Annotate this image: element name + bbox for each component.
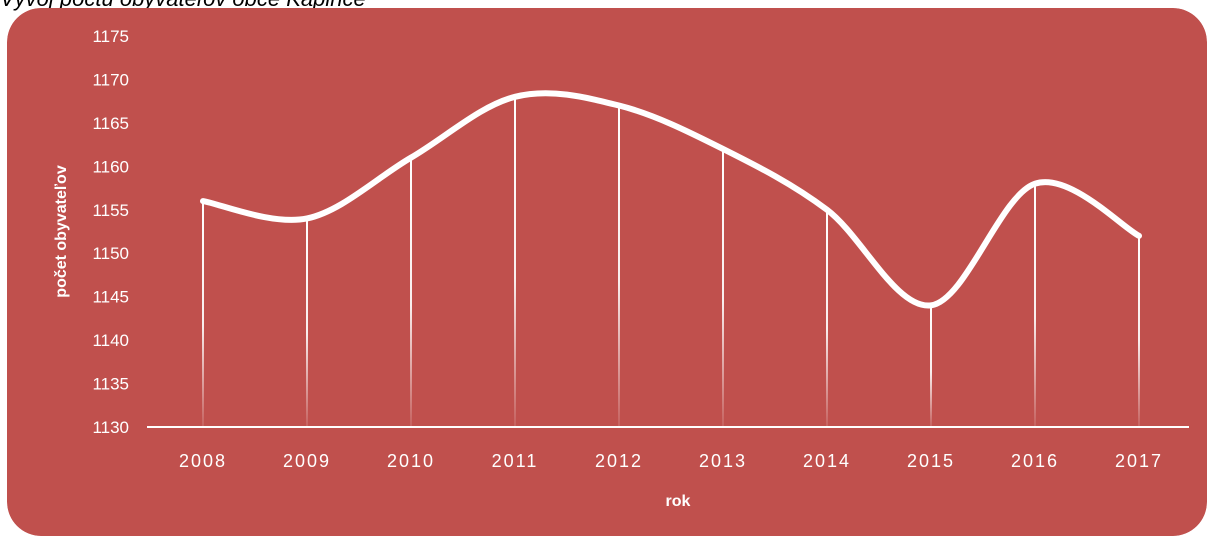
- y-tick-label: 1130: [92, 418, 129, 437]
- drop-line: [1138, 235, 1140, 427]
- y-axis-label: počet obyvateľov: [53, 165, 70, 298]
- line-chart: 1130 1135 1140 1145 1150 1155 1160 1165 1170 1175…: [7, 8, 1207, 536]
- x-tick-label: 2016: [1011, 451, 1059, 471]
- drop-line: [306, 218, 308, 427]
- drop-line: [202, 201, 204, 427]
- y-tick-label: 1175: [92, 27, 129, 46]
- chart-card: 1130 1135 1140 1145 1150 1155 1160 1165 1170 1175…: [7, 8, 1207, 536]
- x-tick-label: 2009: [283, 451, 331, 471]
- drop-line: [514, 96, 516, 428]
- drop-line: [930, 305, 932, 427]
- y-axis-tick-labels: 1130 1135 1140 1145 1150 1155 1160 1165 1170 1175: [92, 27, 129, 437]
- x-tick-label: 2017: [1115, 451, 1163, 471]
- drop-line: [410, 157, 412, 427]
- page-title: Vývoj počtu obyvateľov obce Kapince: [0, 0, 366, 12]
- x-tick-label: 2012: [595, 451, 643, 471]
- y-tick-label: 1140: [92, 331, 129, 350]
- y-tick-label: 1155: [92, 201, 129, 220]
- x-tick-label: 2014: [803, 451, 851, 471]
- x-tick-label: 2013: [699, 451, 747, 471]
- series-line: [200, 90, 1142, 309]
- x-axis-label: rok: [666, 493, 691, 510]
- drop-line: [722, 148, 724, 427]
- y-tick-label: 1165: [92, 114, 129, 133]
- y-tick-label: 1170: [92, 70, 129, 89]
- drop-lines: [202, 96, 1140, 428]
- x-axis-tick-labels: 2008 2009 2010 2011 2012 2013 2014 2015 2016 2017: [179, 451, 1163, 471]
- y-tick-label: 1160: [92, 157, 129, 176]
- y-tick-label: 1150: [92, 244, 129, 263]
- x-tick-label: 2015: [907, 451, 955, 471]
- y-tick-label: 1145: [92, 288, 129, 307]
- drop-line: [1034, 183, 1036, 427]
- drop-line: [826, 209, 828, 427]
- x-tick-label: 2010: [387, 451, 435, 471]
- x-tick-label: 2008: [179, 451, 227, 471]
- x-tick-label: 2011: [492, 451, 539, 471]
- drop-line: [618, 105, 620, 427]
- y-tick-label: 1135: [92, 375, 129, 394]
